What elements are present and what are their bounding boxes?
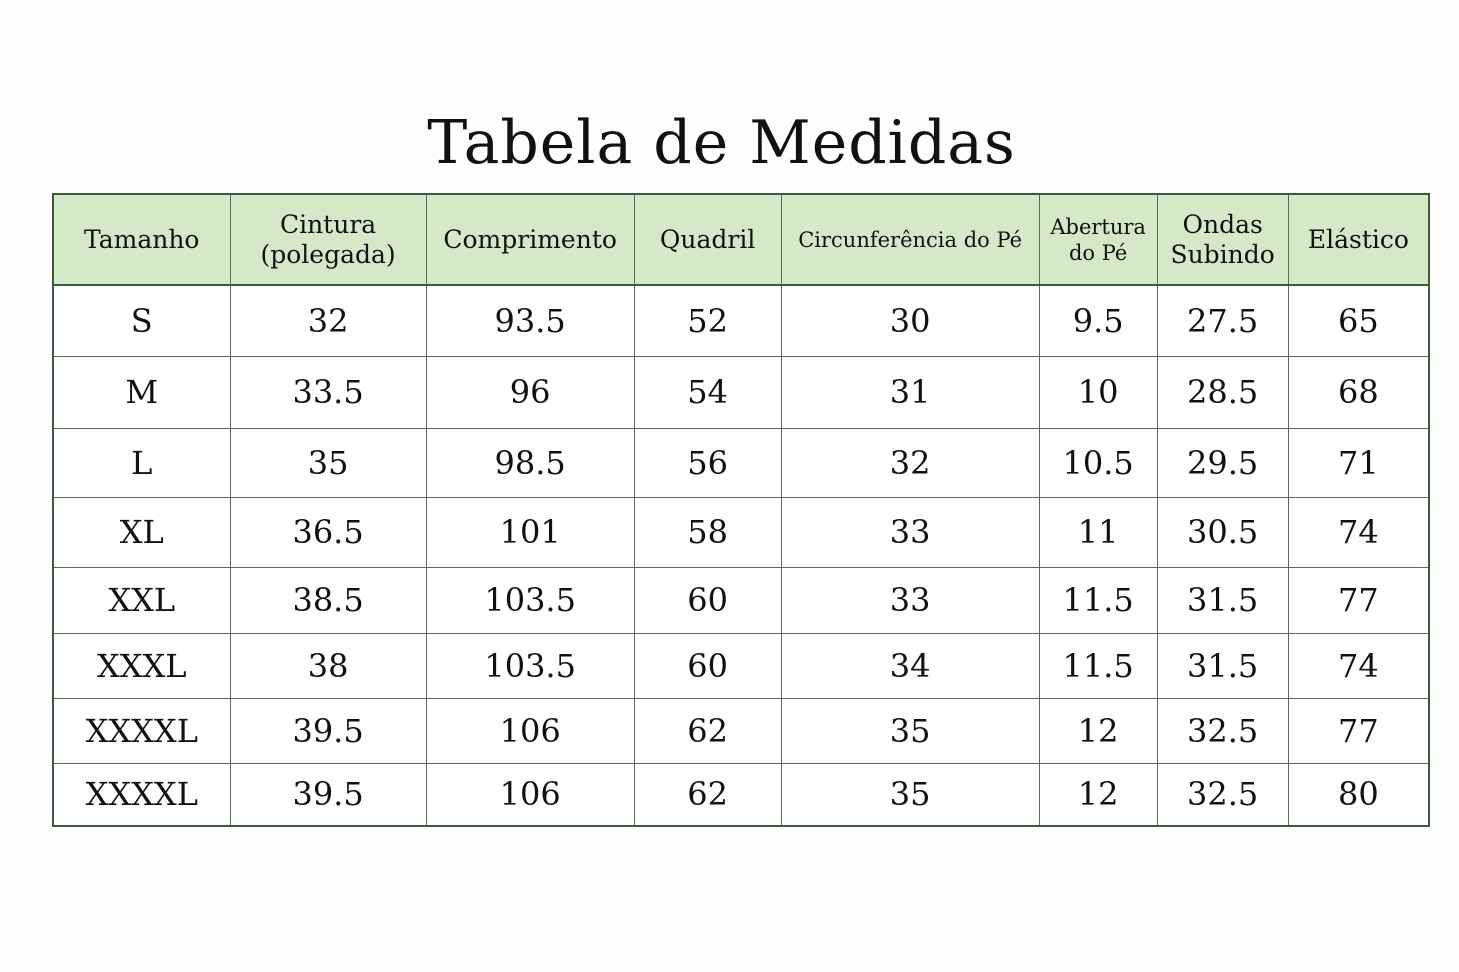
table-cell: 38 <box>229 632 427 699</box>
table-cell: 11.5 <box>1038 566 1158 634</box>
table-cell: 10 <box>1038 355 1158 429</box>
table-cell: 12 <box>1038 697 1158 764</box>
table-cell: 65 <box>1287 284 1430 357</box>
header-cintura: Cintura (polegada) <box>229 193 427 286</box>
table-cell: 106 <box>425 697 635 764</box>
table-cell: S <box>52 284 231 357</box>
table-cell: 33 <box>780 496 1040 568</box>
table-body: S 32 93.5 52 30 9.5 27.5 65 M 33.5 96 54 31 10 28.5 68 L… <box>52 284 1430 827</box>
table-row: XXXL 38 103.5 60 34 11.5 31.5 74 <box>52 632 1430 699</box>
header-row: Tamanho Cintura (polegada) Comprimento Q… <box>52 193 1430 286</box>
table-cell: 11 <box>1038 496 1158 568</box>
table-cell: 11.5 <box>1038 632 1158 699</box>
table-cell: 33 <box>780 566 1040 634</box>
table-cell: 35 <box>229 427 427 498</box>
table-cell: 39.5 <box>229 762 427 827</box>
table-cell: XXXXL <box>52 762 231 827</box>
table-cell: M <box>52 355 231 429</box>
table-cell: 54 <box>633 355 782 429</box>
table-cell: 28.5 <box>1156 355 1289 429</box>
table-cell: 101 <box>425 496 635 568</box>
table-cell: L <box>52 427 231 498</box>
table-cell: XXL <box>52 566 231 634</box>
table-cell: XXXXL <box>52 697 231 764</box>
table-cell: 30.5 <box>1156 496 1289 568</box>
table-cell: 30 <box>780 284 1040 357</box>
table-cell: XL <box>52 496 231 568</box>
header-elastico: Elástico <box>1287 193 1430 286</box>
table-cell: 35 <box>780 697 1040 764</box>
table-cell: 27.5 <box>1156 284 1289 357</box>
table-cell: 74 <box>1287 632 1430 699</box>
table-cell: 62 <box>633 697 782 764</box>
table-cell: 32 <box>780 427 1040 498</box>
table-cell: 34 <box>780 632 1040 699</box>
table-cell: 32 <box>229 284 427 357</box>
table-cell: 71 <box>1287 427 1430 498</box>
table-cell: 32.5 <box>1156 762 1289 827</box>
size-table: Tamanho Cintura (polegada) Comprimento Q… <box>52 193 1431 827</box>
header-abertura: Abertura do Pé <box>1038 193 1158 286</box>
header-quadril: Quadril <box>633 193 782 286</box>
table-cell: 31.5 <box>1156 566 1289 634</box>
table-cell: 103.5 <box>425 632 635 699</box>
header-tamanho: Tamanho <box>52 193 231 286</box>
table-cell: 58 <box>633 496 782 568</box>
table-row: XXXXL 39.5 106 62 35 12 32.5 77 <box>52 697 1430 764</box>
table-cell: 52 <box>633 284 782 357</box>
table-cell: 96 <box>425 355 635 429</box>
table-cell: 10.5 <box>1038 427 1158 498</box>
table-cell: 56 <box>633 427 782 498</box>
table-cell: 77 <box>1287 566 1430 634</box>
page-title: Tabela de Medidas <box>427 108 1016 179</box>
table-row: XXL 38.5 103.5 60 33 11.5 31.5 77 <box>52 566 1430 634</box>
table-cell: 39.5 <box>229 697 427 764</box>
table-row: XL 36.5 101 58 33 11 30.5 74 <box>52 496 1430 568</box>
header-comprimento: Comprimento <box>425 193 635 286</box>
table-cell: 31 <box>780 355 1040 429</box>
table-row: S 32 93.5 52 30 9.5 27.5 65 <box>52 284 1430 357</box>
header-ondas: Ondas Subindo <box>1156 193 1289 286</box>
table-cell: 12 <box>1038 762 1158 827</box>
table-cell: 31.5 <box>1156 632 1289 699</box>
table-cell: 60 <box>633 632 782 699</box>
table-cell: 29.5 <box>1156 427 1289 498</box>
table-cell: 60 <box>633 566 782 634</box>
table-row: L 35 98.5 56 32 10.5 29.5 71 <box>52 427 1430 498</box>
table-cell: 38.5 <box>229 566 427 634</box>
table-row: XXXXL 39.5 106 62 35 12 32.5 80 <box>52 762 1430 827</box>
table-cell: 9.5 <box>1038 284 1158 357</box>
table-cell: 80 <box>1287 762 1430 827</box>
table-cell: XXXL <box>52 632 231 699</box>
table-cell: 33.5 <box>229 355 427 429</box>
table-cell: 93.5 <box>425 284 635 357</box>
table-cell: 98.5 <box>425 427 635 498</box>
table-cell: 103.5 <box>425 566 635 634</box>
table-cell: 36.5 <box>229 496 427 568</box>
table-cell: 68 <box>1287 355 1430 429</box>
table-cell: 106 <box>425 762 635 827</box>
table-cell: 62 <box>633 762 782 827</box>
table-row: M 33.5 96 54 31 10 28.5 68 <box>52 355 1430 429</box>
header-circunferencia: Circunferência do Pé <box>780 193 1040 286</box>
table-cell: 35 <box>780 762 1040 827</box>
table-cell: 32.5 <box>1156 697 1289 764</box>
table-cell: 77 <box>1287 697 1430 764</box>
table-cell: 74 <box>1287 496 1430 568</box>
